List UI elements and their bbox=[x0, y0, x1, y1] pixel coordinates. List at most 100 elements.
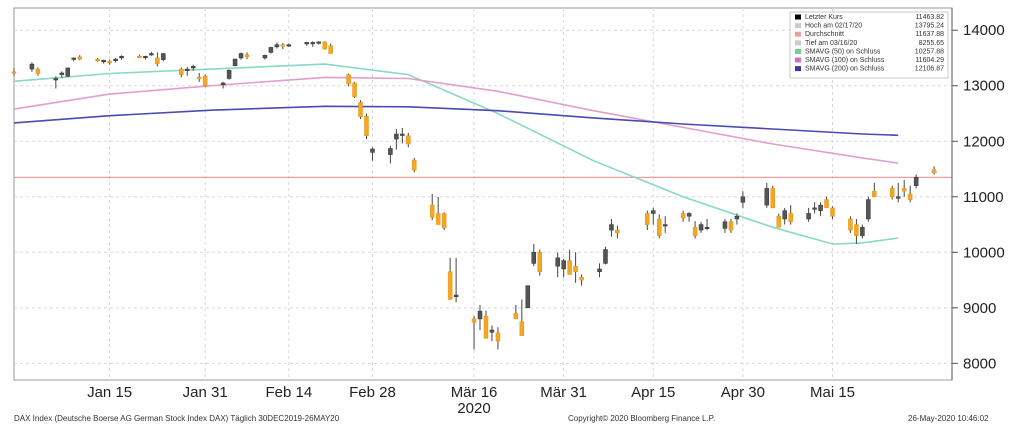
candle-body bbox=[358, 102, 363, 118]
legend-label: Letzter Kurs bbox=[805, 14, 843, 21]
candle-body bbox=[907, 193, 913, 200]
candle-body bbox=[179, 68, 184, 75]
candle-body bbox=[477, 310, 483, 320]
y-tick-label: 9000 bbox=[963, 300, 996, 317]
candle-body bbox=[101, 59, 106, 63]
candle-body bbox=[274, 44, 280, 48]
candle-body bbox=[388, 148, 393, 155]
legend-label: SMAVG (100) on Schluss bbox=[805, 57, 885, 64]
footer-index-info: DAX Index (Deutsche Boerse AG German Sto… bbox=[14, 414, 340, 423]
candle-body bbox=[722, 221, 728, 229]
x-tick-label: Mär 16 bbox=[451, 384, 498, 401]
candle-body bbox=[597, 268, 602, 272]
candle-body bbox=[830, 207, 835, 217]
moving-average-lines bbox=[13, 63, 952, 245]
candle-body bbox=[119, 56, 124, 59]
candle-body bbox=[698, 224, 704, 231]
legend-value: 11604.29 bbox=[915, 57, 944, 64]
candle-body bbox=[782, 210, 787, 220]
candle-body bbox=[686, 213, 692, 217]
candle-body bbox=[776, 215, 781, 228]
legend-swatch bbox=[795, 66, 801, 72]
candle-body bbox=[609, 224, 614, 231]
candle-body bbox=[525, 285, 531, 309]
legend-swatch bbox=[795, 23, 801, 29]
candle-body bbox=[77, 56, 82, 60]
candle-body bbox=[447, 271, 453, 300]
candle-body bbox=[645, 213, 650, 225]
candle-body bbox=[531, 252, 537, 264]
candle-body bbox=[704, 227, 710, 230]
candle-body bbox=[346, 74, 351, 85]
candle-body bbox=[866, 199, 871, 220]
candle-body bbox=[107, 61, 112, 64]
last-price-marker bbox=[932, 169, 937, 174]
candle-body bbox=[471, 318, 477, 323]
legend-swatch bbox=[795, 40, 801, 46]
candle-body bbox=[113, 58, 118, 61]
candle-body bbox=[185, 68, 190, 71]
x-tick-label: Mai 15 bbox=[810, 384, 855, 401]
legend-swatch bbox=[795, 57, 801, 63]
candle-body bbox=[268, 47, 274, 53]
candle-body bbox=[824, 199, 829, 209]
candle-body bbox=[734, 215, 740, 220]
legend-label: Durchschnitt bbox=[805, 31, 844, 38]
candlestick-series bbox=[11, 41, 937, 350]
candle-body bbox=[35, 68, 41, 74]
candle-body bbox=[220, 82, 226, 85]
legend-label: Tief am 03/16/20 bbox=[805, 40, 857, 47]
candle-body bbox=[579, 277, 584, 281]
candle-body bbox=[322, 41, 327, 50]
axes: 8000 9000 10000 11000 12000 13000 14000 Jan 15 J… bbox=[87, 8, 1005, 417]
candle-body bbox=[854, 224, 859, 236]
series-line-smavg-100- bbox=[13, 76, 899, 164]
candle-body bbox=[29, 63, 35, 70]
candle-body bbox=[161, 53, 166, 60]
legend-label: SMAVG (200) on Schluss bbox=[805, 66, 885, 73]
legend-value: 13795.24 bbox=[915, 23, 944, 30]
legend-value: 12106.87 bbox=[915, 66, 944, 73]
candle-body bbox=[537, 252, 543, 272]
legend-value: 11463.82 bbox=[915, 14, 944, 21]
candle-body bbox=[190, 66, 196, 69]
candle-body bbox=[394, 133, 399, 140]
y-tick-label: 10000 bbox=[963, 244, 1005, 261]
legend-value: 11637.88 bbox=[915, 31, 944, 38]
x-tick-label: Jan 31 bbox=[183, 384, 228, 401]
x-tick-label: Mär 31 bbox=[540, 384, 587, 401]
candle-body bbox=[143, 56, 148, 59]
candle-body bbox=[453, 294, 459, 297]
legend-label: Hoch am 02/17/20 bbox=[805, 23, 862, 30]
candle-body bbox=[495, 332, 501, 342]
candle-body bbox=[603, 249, 608, 264]
candle-body bbox=[429, 204, 435, 218]
legend-box bbox=[789, 11, 949, 79]
candle-body bbox=[680, 213, 686, 219]
candle-body bbox=[895, 196, 901, 199]
candle-body bbox=[573, 265, 578, 272]
candle-body bbox=[59, 72, 65, 75]
candle-body bbox=[692, 227, 698, 236]
x-tick-label: Jan 15 bbox=[87, 384, 132, 401]
candle-body bbox=[11, 71, 17, 74]
candle-body bbox=[280, 44, 286, 47]
legend-swatch bbox=[795, 48, 801, 54]
footer-timestamp: 26-May-2020 10:46:02 bbox=[908, 414, 989, 423]
x-tick-label: Feb 14 bbox=[265, 384, 312, 401]
candle-body bbox=[65, 67, 71, 77]
y-tick-label: 11000 bbox=[963, 189, 1004, 206]
candle-body bbox=[615, 229, 620, 234]
candle-body bbox=[513, 313, 519, 320]
candle-body bbox=[519, 321, 525, 336]
candle-body bbox=[286, 44, 292, 47]
candle-body bbox=[812, 207, 817, 210]
y-tick-label: 12000 bbox=[963, 133, 1005, 150]
candle-body bbox=[226, 69, 232, 79]
candle-body bbox=[137, 56, 142, 59]
candle-body bbox=[412, 159, 417, 171]
candle-body bbox=[740, 196, 746, 203]
candle-body bbox=[364, 116, 369, 136]
candle-body bbox=[435, 213, 441, 225]
